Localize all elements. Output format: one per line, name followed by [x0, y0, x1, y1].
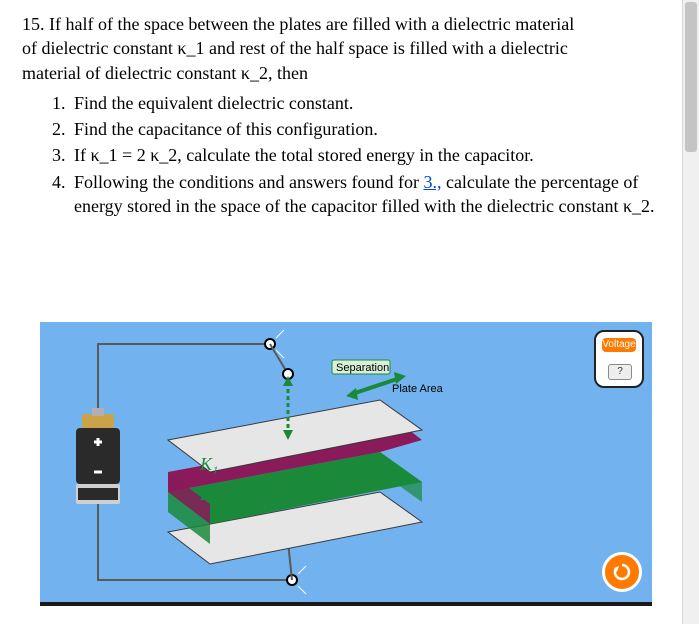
simulation-svg: Separation Plate Area K₁ K₂: [40, 322, 652, 602]
scrollbar-thumb[interactable]: [685, 2, 697, 152]
voltmeter[interactable]: Voltage ?: [594, 330, 644, 388]
subparts-list: Find the equivalent dielectric constant.…: [22, 91, 661, 218]
separation-label: Separation: [336, 362, 389, 374]
capacitor: [168, 400, 422, 564]
stem-line-2: of dielectric constant κ_1 and rest of t…: [22, 38, 568, 58]
subpart-3: If κ_1 = 2 κ_2, calculate the total stor…: [70, 143, 661, 167]
voltmeter-title: Voltage: [602, 338, 636, 352]
stem-line-3: material of dielectric constant κ_2, the…: [22, 63, 308, 83]
question-number: 15.: [22, 14, 45, 34]
plate-area-label: Plate Area: [392, 383, 444, 395]
subpart-1: Find the equivalent dielectric constant.: [70, 91, 661, 115]
simulation-panel: Separation Plate Area K₁ K₂ Voltage ?: [40, 322, 652, 606]
k2-label: K₂: [199, 484, 218, 504]
question-block: 15. If half of the space between the pla…: [0, 0, 683, 218]
subpart-4-link[interactable]: 3.,: [423, 172, 441, 192]
voltmeter-help-button[interactable]: ?: [608, 364, 632, 380]
scrollbar[interactable]: [682, 0, 699, 624]
battery-icon: [76, 408, 120, 504]
reset-button[interactable]: [602, 552, 642, 592]
question-stem: 15. If half of the space between the pla…: [22, 12, 661, 85]
subpart-4: Following the conditions and answers fou…: [70, 170, 661, 219]
k1-label: K₁: [199, 454, 218, 474]
subpart-4-prefix: Following the conditions and answers fou…: [74, 172, 423, 192]
stem-line-1: If half of the space between the plates …: [49, 14, 574, 34]
reset-icon: [612, 562, 632, 582]
separation-arrow-icon[interactable]: [283, 376, 293, 440]
subpart-2: Find the capacitance of this configurati…: [70, 117, 661, 141]
